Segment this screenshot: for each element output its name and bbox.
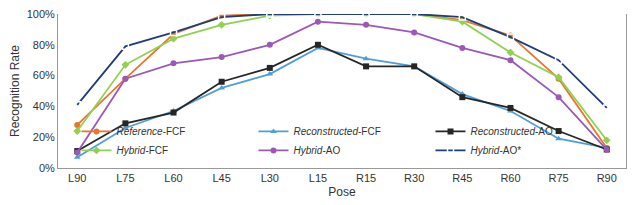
svg-text:100%: 100% [27, 8, 55, 20]
svg-text:20%: 20% [33, 131, 55, 143]
svg-text:R30: R30 [404, 172, 424, 184]
svg-text:60%: 60% [33, 69, 55, 81]
svg-text:L15: L15 [309, 172, 327, 184]
svg-text:L45: L45 [212, 172, 230, 184]
svg-text:R90: R90 [597, 172, 617, 184]
svg-text:R60: R60 [500, 172, 520, 184]
svg-text:L30: L30 [261, 172, 279, 184]
svg-text:Reconstructed-AO: Reconstructed-AO [471, 126, 553, 137]
svg-text:R15: R15 [356, 172, 376, 184]
svg-text:Hybrid-FCF: Hybrid-FCF [117, 145, 169, 156]
svg-text:Hybrid-AO*: Hybrid-AO* [471, 145, 522, 156]
svg-text:Reconstructed-FCF: Reconstructed-FCF [294, 126, 381, 137]
svg-text:Reference-FCF: Reference-FCF [117, 126, 186, 137]
svg-text:80%: 80% [33, 39, 55, 51]
svg-text:R45: R45 [452, 172, 472, 184]
svg-text:L75: L75 [116, 172, 134, 184]
svg-text:R75: R75 [549, 172, 569, 184]
svg-text:Pose: Pose [328, 185, 356, 199]
svg-text:40%: 40% [33, 100, 55, 112]
svg-text:Hybrid-AO: Hybrid-AO [294, 145, 341, 156]
svg-text:Recognition Rate: Recognition Rate [8, 45, 22, 137]
svg-text:L90: L90 [68, 172, 86, 184]
svg-text:0%: 0% [39, 162, 55, 174]
svg-text:L60: L60 [164, 172, 182, 184]
